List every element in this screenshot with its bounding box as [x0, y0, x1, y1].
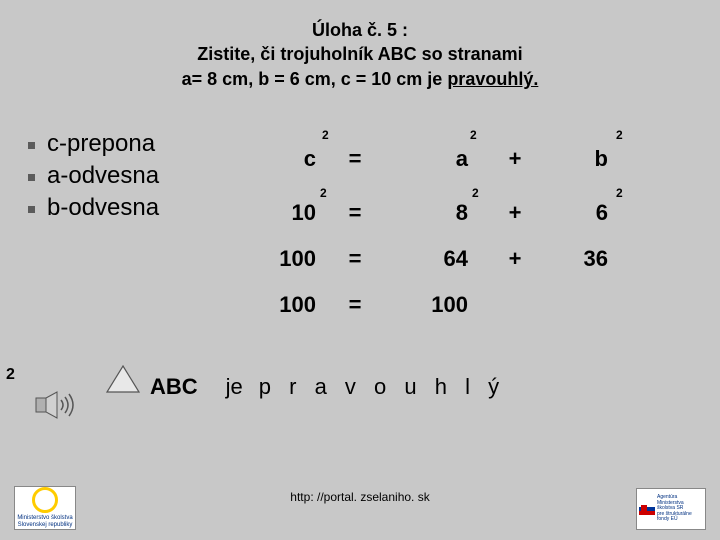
conclusion-abc: ABC — [150, 374, 198, 400]
conclusion-word: p r a v o u h l ý — [259, 374, 505, 400]
logo-left-line2: Slovenskej republiky — [18, 522, 73, 529]
title-line-3: a= 8 cm, b = 6 cm, c = 10 cm je pravouhl… — [0, 67, 720, 91]
speaker-icon — [35, 390, 79, 420]
logo-right-line3: pre štrukturálne fondy EÚ — [657, 512, 703, 523]
triangle-icon — [105, 364, 141, 394]
equation-row: 100 = 100 — [260, 292, 680, 338]
eq-cell: + — [500, 246, 530, 272]
title-line-2: Zistite, či trojuholník ABC so stranami — [0, 42, 720, 66]
bullet-item: c-prepona — [28, 130, 159, 158]
bullet-dot-icon — [28, 142, 35, 149]
eq-cell: 64 — [408, 246, 468, 272]
crest-icon — [641, 505, 647, 512]
conclusion-line: ABC je p r a v o u h l ý — [150, 374, 505, 400]
footer-url: http: //portal. zselaniho. sk — [0, 490, 720, 504]
eq-cell: 36 — [558, 246, 608, 272]
logo-left-line1: Ministerstvo školstva — [17, 515, 72, 522]
logo-right-text: Agentúra Ministerstva školstva SR pre št… — [657, 495, 703, 523]
equation-row: 2 10 = 2 8 + 2 6 — [260, 200, 680, 246]
title-line-3-prefix: a= 8 cm, b = 6 cm, c = 10 cm je — [182, 69, 448, 89]
flag-icon — [639, 503, 655, 515]
bullet-item: b-odvesna — [28, 194, 159, 222]
title-line-3-underlined: pravouhlý. — [447, 69, 538, 89]
conclusion-je: je — [226, 374, 243, 400]
eq-cell: a — [408, 146, 468, 172]
eq-cell: 100 — [266, 292, 316, 318]
bullet-text: b-odvesna — [47, 194, 159, 222]
logo-ring-icon — [32, 487, 58, 513]
eq-cell: + — [500, 200, 530, 226]
eq-cell: = — [340, 200, 370, 226]
eq-cell: 8 — [408, 200, 468, 226]
logo-ministry: Ministerstvo školstva Slovenskej republi… — [14, 486, 76, 530]
bullet-dot-icon — [28, 174, 35, 181]
eq-cell: 100 — [266, 246, 316, 272]
equation-row: 100 = 64 + 36 — [260, 246, 680, 292]
bullet-text: c-prepona — [47, 130, 155, 158]
eq-cell: b — [558, 146, 608, 172]
equation-area: 2 c = 2 a + 2 b 2 10 = 2 8 + 2 6 100 = 6… — [260, 128, 680, 338]
eq-cell: = — [340, 246, 370, 272]
superscript: 2 — [616, 128, 623, 142]
superscript: 2 — [616, 186, 623, 200]
eq-cell: 10 — [266, 200, 316, 226]
eq-cell: 6 — [558, 200, 608, 226]
bullet-dot-icon — [28, 206, 35, 213]
eq-cell: 100 — [408, 292, 468, 318]
title-line-1: Úloha č. 5 : — [0, 18, 720, 42]
stray-number: 2 — [6, 366, 15, 384]
superscript: 2 — [322, 128, 329, 142]
superscript: 2 — [470, 128, 477, 142]
superscript: 2 — [472, 186, 479, 200]
bullet-list: c-prepona a-odvesna b-odvesna — [28, 130, 159, 226]
superscript: 2 — [320, 186, 327, 200]
eq-cell: + — [500, 146, 530, 172]
bullet-item: a-odvesna — [28, 162, 159, 190]
eq-cell: = — [340, 292, 370, 318]
title-block: Úloha č. 5 : Zistite, či trojuholník ABC… — [0, 18, 720, 91]
bullet-text: a-odvesna — [47, 162, 159, 190]
eq-cell: c — [266, 146, 316, 172]
eq-cell: = — [340, 146, 370, 172]
logo-agency: Agentúra Ministerstva školstva SR pre št… — [636, 488, 706, 530]
